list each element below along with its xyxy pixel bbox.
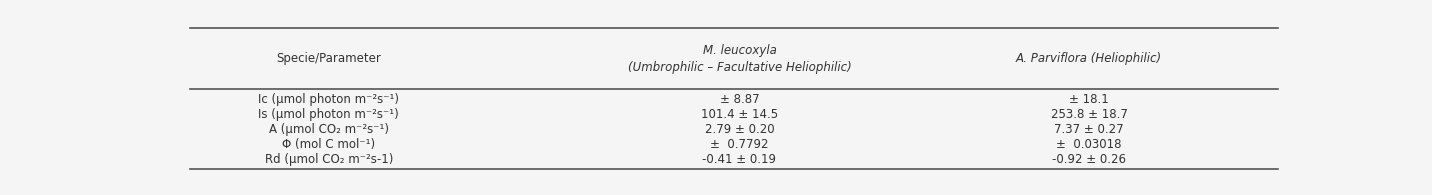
Text: Specie/Parameter: Specie/Parameter — [276, 52, 381, 65]
Text: M. leucoxyla
(Umbrophilic – Facultative Heliophilic): M. leucoxyla (Umbrophilic – Facultative … — [627, 44, 851, 74]
Text: 101.4 ± 14.5: 101.4 ± 14.5 — [700, 108, 778, 121]
Text: Ic (μmol photon m⁻²s⁻¹): Ic (μmol photon m⁻²s⁻¹) — [258, 93, 400, 106]
Text: ± 8.87: ± 8.87 — [720, 93, 759, 106]
Text: Rd (μmol CO₂ m⁻²s-1): Rd (μmol CO₂ m⁻²s-1) — [265, 153, 392, 166]
Text: Φ (mol C mol⁻¹): Φ (mol C mol⁻¹) — [282, 138, 375, 151]
Text: -0.92 ± 0.26: -0.92 ± 0.26 — [1053, 153, 1126, 166]
Text: -0.41 ± 0.19: -0.41 ± 0.19 — [703, 153, 776, 166]
Text: Is (μmol photon m⁻²s⁻¹): Is (μmol photon m⁻²s⁻¹) — [258, 108, 400, 121]
Text: 7.37 ± 0.27: 7.37 ± 0.27 — [1054, 123, 1124, 136]
Text: ±  0.03018: ± 0.03018 — [1057, 138, 1121, 151]
Text: 253.8 ± 18.7: 253.8 ± 18.7 — [1051, 108, 1127, 121]
Text: 2.79 ± 0.20: 2.79 ± 0.20 — [705, 123, 775, 136]
Text: A. Parviflora (Heliophilic): A. Parviflora (Heliophilic) — [1015, 52, 1163, 65]
Text: A (μmol CO₂ m⁻²s⁻¹): A (μmol CO₂ m⁻²s⁻¹) — [269, 123, 390, 136]
Text: ± 18.1: ± 18.1 — [1070, 93, 1108, 106]
Text: ±  0.7792: ± 0.7792 — [710, 138, 769, 151]
